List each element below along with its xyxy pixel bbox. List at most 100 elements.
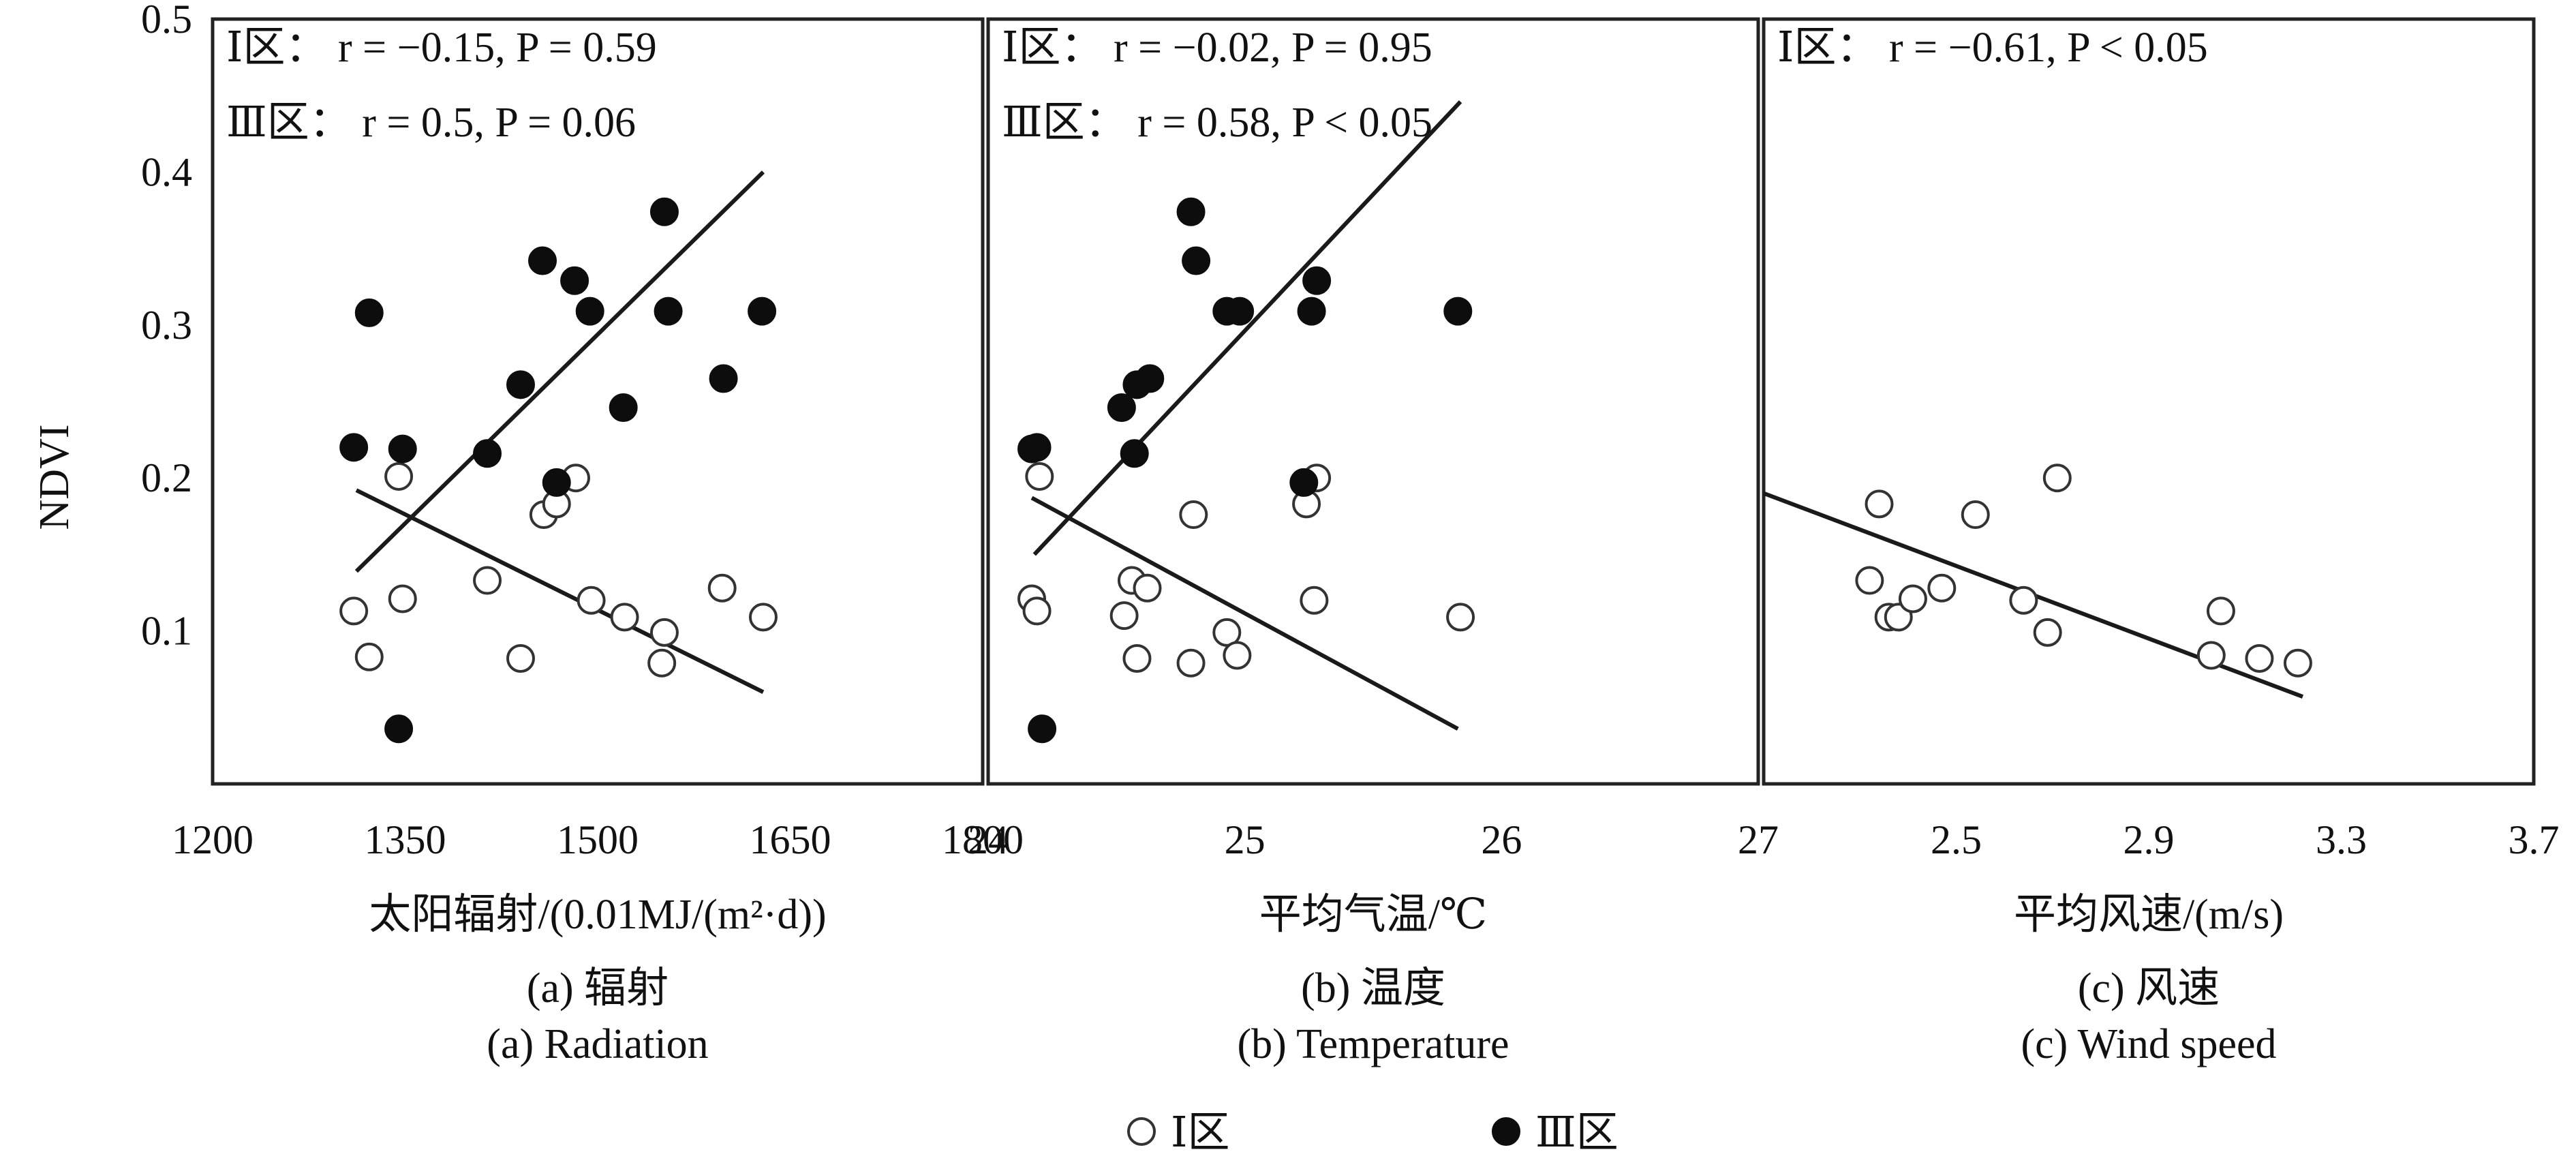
data-point-zone-3 — [654, 297, 683, 326]
stat-annotation: Ⅲ区： r = 0.58, P < 0.05 — [1002, 100, 1432, 146]
fit-line-zone-1 — [355, 488, 765, 695]
data-point-zone-1 — [707, 573, 737, 603]
data-point-zone-3 — [384, 714, 414, 744]
x-tick-label: 24 — [968, 817, 1009, 862]
x-tick-label: 1800 — [942, 817, 1024, 862]
y-tick-label: 0.4 — [141, 149, 192, 194]
x-tick-label: 1650 — [750, 817, 831, 862]
panel-radiation: 1200 1350 1500 1650 1800 太阳辐射/(0.01MJ/(m²·d))… — [172, 17, 1024, 1067]
data-point-zone-3 — [1302, 266, 1332, 295]
plot-frame — [211, 17, 985, 786]
data-point-zone-1 — [2245, 643, 2274, 673]
data-point-zone-1 — [354, 642, 384, 671]
data-point-zone-3 — [506, 370, 535, 399]
data-point-zone-1 — [610, 603, 639, 632]
legend-marker-zone-3 — [1492, 1117, 1520, 1146]
data-point-zone-3 — [1022, 433, 1052, 462]
caption-en: (b) Temperature — [1237, 1021, 1509, 1067]
data-point-zone-1 — [748, 603, 778, 632]
data-point-zone-1 — [2196, 641, 2226, 670]
data-point-zone-3 — [388, 434, 417, 464]
data-point-zone-1 — [473, 566, 502, 595]
data-point-zone-1 — [2009, 586, 2038, 615]
y-axis-ticks: 0.5 0.4 0.3 0.2 0.1 — [141, 0, 192, 654]
plot-frame — [986, 17, 1760, 786]
data-point-zone-3 — [1182, 246, 1211, 275]
data-point-zone-1 — [1223, 641, 1252, 670]
data-point-zone-3 — [649, 197, 679, 226]
x-tick-label: 26 — [1481, 817, 1522, 862]
data-point-zone-1 — [384, 461, 414, 491]
data-point-zone-3 — [542, 468, 571, 497]
data-point-zone-3 — [748, 297, 777, 326]
data-point-zone-3 — [1120, 439, 1149, 468]
x-axis-label: 平均气温/℃ — [1259, 892, 1488, 938]
x-tick-label: 1200 — [172, 817, 254, 862]
fit-line-zone-1 — [1030, 496, 1459, 731]
y-tick-label: 0.2 — [141, 455, 192, 500]
data-point-zone-1 — [1176, 648, 1206, 678]
x-axis-label: 太阳辐射/(0.01MJ/(m²·d)) — [369, 892, 826, 938]
stat-annotation: Ⅲ区： r = 0.5, P = 0.06 — [226, 100, 636, 146]
data-point-zone-1 — [339, 596, 369, 626]
data-point-zone-1 — [1865, 489, 1894, 519]
legend-label-zone-1: Ⅰ区 — [1171, 1110, 1230, 1154]
fit-line-zone-3 — [1032, 100, 1462, 556]
x-axis-label: 平均风速/(m/s) — [2014, 892, 2284, 938]
panel-wind-speed: 2.5 2.9 3.3 3.7 平均风速/(m/s) (c) 风速 (c) Wind spe… — [1762, 17, 2560, 1067]
data-point-zone-1 — [1898, 584, 1927, 613]
fit-line-zone-3 — [354, 170, 765, 573]
data-point-zone-1 — [1122, 643, 1152, 673]
data-point-zone-1 — [1109, 601, 1139, 631]
data-point-zone-1 — [2042, 464, 2072, 493]
data-point-zone-3 — [528, 246, 557, 275]
data-point-zone-3 — [1297, 297, 1326, 326]
data-point-zone-3 — [560, 266, 589, 295]
y-tick-label: 0.3 — [141, 303, 192, 348]
panel-temperature: 24 25 26 27 平均气温/℃ (b) 温度 (b) Temperature Ⅰ区： r… — [968, 17, 1779, 1067]
data-point-zone-1 — [1133, 573, 1162, 603]
x-tick-label: 3.7 — [2509, 817, 2560, 862]
data-point-zone-1 — [2283, 648, 2312, 678]
legend: Ⅰ区 Ⅲ区 — [1127, 1110, 1619, 1154]
data-point-zone-1 — [1446, 603, 1475, 632]
data-point-zone-1 — [1927, 573, 1957, 603]
data-point-zone-1 — [649, 618, 679, 647]
caption-cn: (c) 风速 — [2078, 965, 2220, 1012]
caption-en: (c) Wind speed — [2021, 1021, 2276, 1067]
data-point-zone-3 — [473, 439, 502, 468]
plot-frame — [1762, 17, 2536, 786]
data-point-zone-3 — [1289, 468, 1319, 497]
data-point-zone-3 — [1443, 297, 1473, 326]
data-point-zone-1 — [647, 648, 677, 678]
data-point-zone-3 — [609, 393, 638, 422]
data-point-zone-3 — [1225, 297, 1255, 326]
data-point-zone-3 — [1107, 393, 1136, 422]
stat-annotation: Ⅰ区： r = −0.02, P = 0.95 — [1002, 25, 1432, 71]
data-point-zone-1 — [1022, 596, 1052, 626]
data-point-zone-1 — [1212, 618, 1242, 647]
x-tick-label: 1350 — [365, 817, 446, 862]
x-tick-label: 2.5 — [1931, 817, 1982, 862]
data-point-zone-1 — [1300, 586, 1329, 615]
caption-cn: (a) 辐射 — [527, 965, 669, 1012]
stat-annotation: Ⅰ区： r = −0.61, P < 0.05 — [1777, 25, 2208, 71]
y-tick-label: 0.5 — [141, 0, 192, 42]
caption-cn: (b) 温度 — [1301, 965, 1445, 1012]
data-point-zone-3 — [575, 297, 604, 326]
data-point-zone-3 — [339, 433, 369, 462]
x-tick-label: 3.3 — [2316, 817, 2367, 862]
y-tick-label: 0.1 — [141, 609, 192, 654]
x-tick-label: 27 — [1738, 817, 1779, 862]
data-point-zone-1 — [506, 643, 535, 673]
data-point-zone-3 — [1028, 714, 1057, 744]
data-point-zone-3 — [354, 298, 384, 327]
stat-annotation: Ⅰ区： r = −0.15, P = 0.59 — [226, 25, 657, 71]
legend-label-zone-3: Ⅲ区 — [1535, 1110, 1619, 1154]
data-point-zone-1 — [2206, 596, 2235, 626]
x-tick-label: 25 — [1225, 817, 1266, 862]
panels: 1200 1350 1500 1650 1800 太阳辐射/(0.01MJ/(m²·d))… — [172, 17, 2560, 1067]
x-tick-label: 1500 — [557, 817, 639, 862]
y-axis-label: NDVI — [31, 425, 78, 530]
